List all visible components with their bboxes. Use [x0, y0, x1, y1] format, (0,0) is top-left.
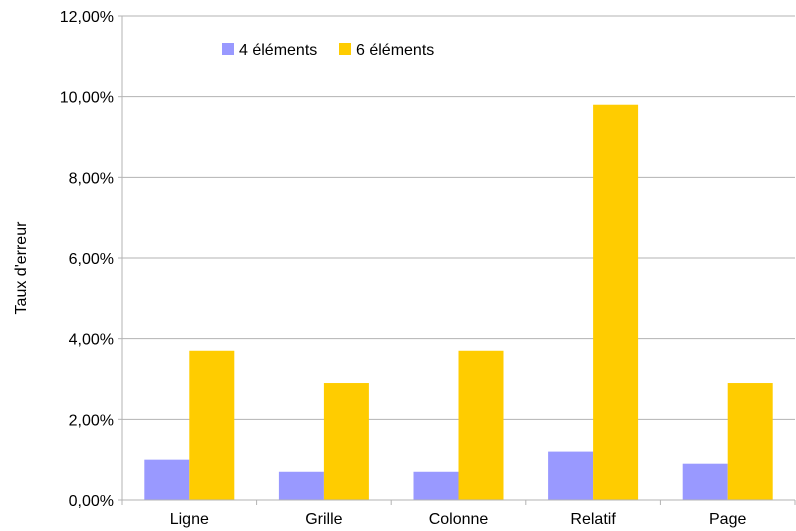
x-tick-label: Colonne	[429, 511, 489, 528]
x-tick-label: Ligne	[170, 511, 209, 528]
bar-series2-relatif	[593, 104, 639, 500]
bar-series1-ligne	[144, 459, 190, 500]
bar-series1-grille	[278, 471, 324, 500]
y-axis-title: Taux d'erreur	[13, 221, 30, 315]
y-tick-label: 12,00%	[60, 9, 114, 26]
y-axis-tick-labels: 0,00% 2,00% 4,00% 6,00% 8,00% 10,00% 12,00%	[60, 9, 114, 510]
legend-label: 6 éléments	[356, 42, 434, 59]
bars	[144, 104, 773, 500]
legend-swatch	[222, 43, 234, 55]
bar-series2-grille	[323, 383, 369, 500]
bar-series1-page	[682, 463, 728, 500]
x-tick-label: Grille	[305, 511, 342, 528]
bar-series2-ligne	[189, 350, 235, 500]
legend: 4 éléments 6 éléments	[222, 42, 434, 59]
legend-swatch	[339, 43, 351, 55]
x-tick-label: Page	[709, 511, 746, 528]
y-tick-label: 2,00%	[69, 412, 114, 429]
y-tick-label: 10,00%	[60, 90, 114, 107]
x-tick-label: Relatif	[570, 511, 616, 528]
bar-series2-page	[727, 383, 773, 500]
y-tick-label: 4,00%	[69, 332, 114, 349]
bar-series1-colonne	[413, 471, 459, 500]
y-tick-label: 6,00%	[69, 251, 114, 268]
axes	[121, 16, 796, 505]
bar-series1-relatif	[548, 451, 594, 500]
y-tick-label: 8,00%	[69, 170, 114, 187]
legend-label: 4 éléments	[239, 42, 317, 59]
x-axis-tick-labels: Ligne Grille Colonne Relatif Page	[170, 511, 747, 528]
bar-series2-colonne	[458, 350, 504, 500]
y-tick-label: 0,00%	[69, 493, 114, 510]
